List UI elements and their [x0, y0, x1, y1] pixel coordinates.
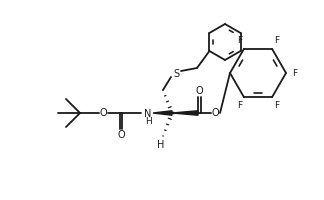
Text: F: F — [274, 101, 279, 110]
Text: O: O — [211, 108, 219, 118]
Text: F: F — [237, 101, 242, 110]
Text: O: O — [117, 130, 125, 140]
Text: F: F — [293, 68, 297, 77]
Text: F: F — [274, 36, 279, 45]
Text: H: H — [145, 116, 151, 126]
Text: S: S — [173, 69, 179, 79]
Polygon shape — [153, 111, 172, 115]
Polygon shape — [172, 111, 198, 115]
Text: O: O — [195, 86, 203, 96]
Text: O: O — [99, 108, 107, 118]
Text: F: F — [237, 36, 242, 45]
Text: N: N — [144, 109, 152, 119]
Text: H: H — [157, 140, 165, 150]
